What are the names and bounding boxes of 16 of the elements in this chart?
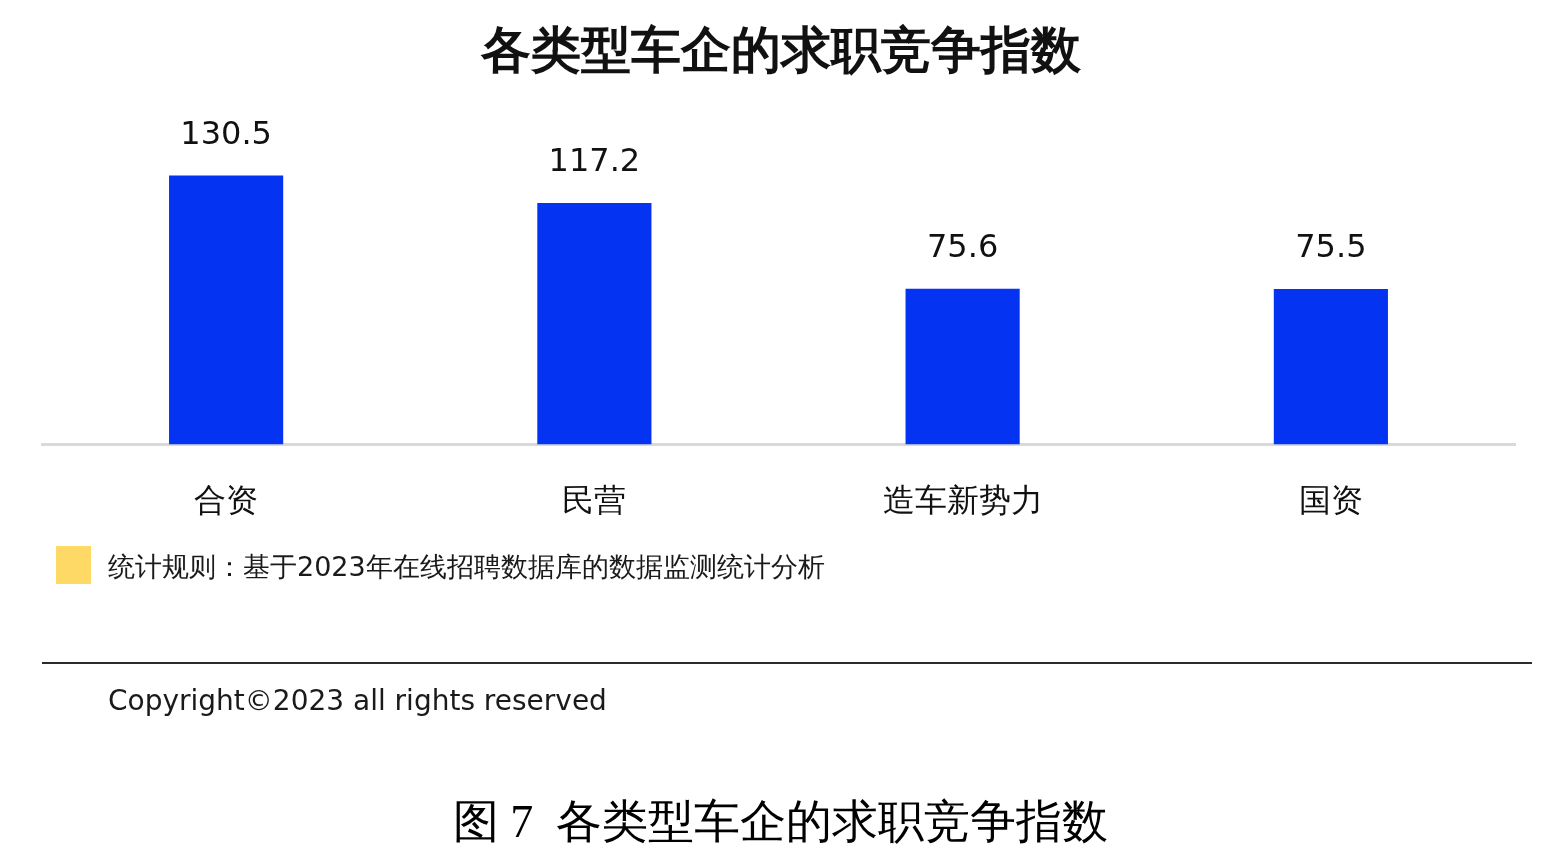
x-tick-label: 民营 xyxy=(562,481,627,520)
bar xyxy=(1273,288,1388,445)
x-tick-label: 国资 xyxy=(1298,481,1363,520)
data-label: 75.5 xyxy=(1295,226,1367,265)
bar xyxy=(169,175,284,445)
data-label: 75.6 xyxy=(927,226,999,265)
data-label: 130.5 xyxy=(180,113,272,152)
x-tick-label: 合资 xyxy=(194,481,259,520)
text: Copyright©2023 all rights reserved xyxy=(108,683,607,719)
bar xyxy=(905,288,1020,445)
caption: 图 7 各类型车企的求职竞争指数 xyxy=(451,795,1110,849)
x-tick-label: 造车新势力 xyxy=(882,481,1043,520)
data-label: 117.2 xyxy=(548,141,641,179)
text: 统计规则：基于2023年在线招聘数据库的数据监测统计分析 xyxy=(108,550,825,584)
bar xyxy=(537,203,652,445)
chart-title: 各类型车企的求职竞争指数 xyxy=(479,20,1082,81)
